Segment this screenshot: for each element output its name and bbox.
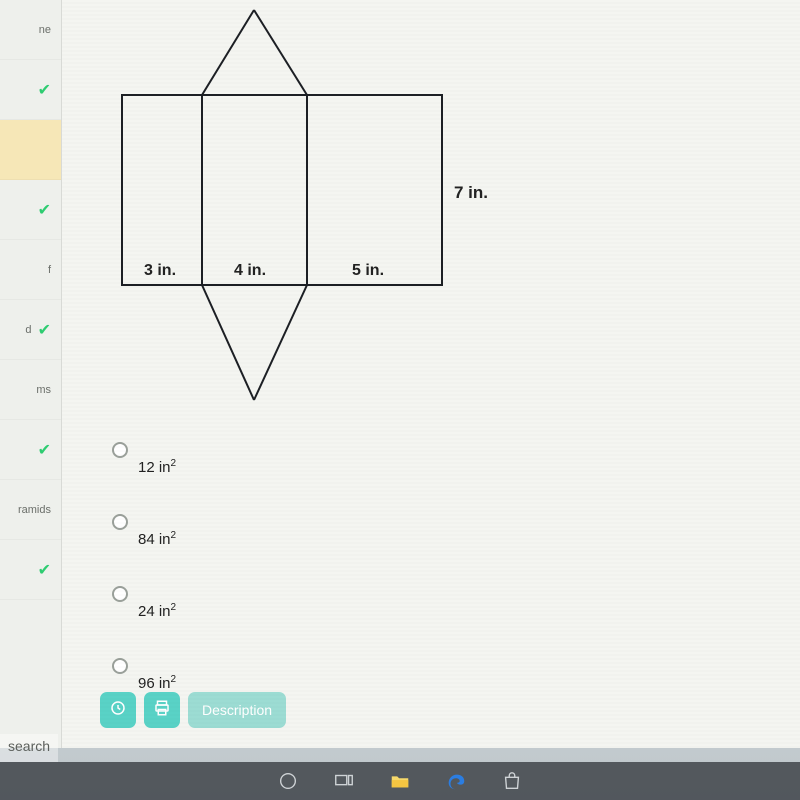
- radio-icon[interactable]: [112, 442, 128, 458]
- sidebar-item-label: ne: [39, 24, 51, 36]
- question-paper: 3 in. 4 in. 5 in. 7 in. 12 in2 84 in2: [62, 0, 800, 748]
- search-label: search: [8, 738, 50, 754]
- answer-text: 24 in2: [138, 602, 176, 620]
- print-button[interactable]: [144, 692, 180, 728]
- radio-icon[interactable]: [112, 514, 128, 530]
- radio-icon[interactable]: [112, 658, 128, 674]
- dim-label-h: 7 in.: [454, 183, 488, 202]
- check-icon: ✔: [38, 320, 51, 340]
- sidebar-item-label: ramids: [18, 504, 51, 516]
- answer-option[interactable]: 24 in2: [112, 586, 176, 620]
- sidebar-item[interactable]: ✔: [0, 420, 61, 480]
- printer-icon: [153, 699, 171, 722]
- answer-text: 12 in2: [138, 458, 176, 476]
- question-actions: Description: [100, 692, 286, 728]
- check-icon: ✔: [38, 440, 51, 460]
- taskbar-explorer[interactable]: [389, 770, 411, 792]
- dim-label-w2: 4 in.: [234, 262, 266, 279]
- check-icon: ✔: [38, 200, 51, 220]
- clock-icon: [109, 699, 127, 722]
- answer-option[interactable]: 12 in2: [112, 442, 176, 476]
- dim-label-w1: 3 in.: [144, 262, 176, 279]
- taskbar-store[interactable]: [501, 770, 523, 792]
- answer-text: 84 in2: [138, 530, 176, 548]
- sidebar-item[interactable]: d ✔: [0, 300, 61, 360]
- sidebar-item[interactable]: ramids: [0, 480, 61, 540]
- taskbar-edge[interactable]: [445, 770, 467, 792]
- sidebar-item[interactable]: ne: [0, 0, 61, 60]
- sidebar-item[interactable]: ✔: [0, 540, 61, 600]
- check-icon: ✔: [38, 80, 51, 100]
- description-button[interactable]: Description: [188, 692, 286, 728]
- search-fragment[interactable]: search: [0, 734, 58, 762]
- sidebar-item-label: ms: [36, 384, 51, 396]
- desktop: ne ✔ ✔ f d ✔ ms ✔ ramids ✔: [0, 0, 800, 800]
- taskbar-taskview[interactable]: [333, 770, 355, 792]
- sidebar-item[interactable]: ms: [0, 360, 61, 420]
- dim-label-w3: 5 in.: [352, 262, 384, 279]
- sidebar-item[interactable]: f: [0, 240, 61, 300]
- question-content: 3 in. 4 in. 5 in. 7 in. 12 in2 84 in2: [62, 0, 800, 748]
- windows-taskbar: [0, 762, 800, 800]
- sidebar-item[interactable]: ✔: [0, 60, 61, 120]
- sidebar-item-label: f: [48, 264, 51, 276]
- lesson-sidebar: ne ✔ ✔ f d ✔ ms ✔ ramids ✔: [0, 0, 62, 748]
- taskbar-cortana[interactable]: [277, 770, 299, 792]
- history-button[interactable]: [100, 692, 136, 728]
- sidebar-item[interactable]: ✔: [0, 180, 61, 240]
- answer-option[interactable]: 96 in2: [112, 658, 176, 692]
- description-label: Description: [202, 702, 272, 718]
- answer-options: 12 in2 84 in2 24 in2 96 in2: [112, 442, 176, 730]
- answer-option[interactable]: 84 in2: [112, 514, 176, 548]
- radio-icon[interactable]: [112, 586, 128, 602]
- answer-text: 96 in2: [138, 674, 176, 692]
- sidebar-item[interactable]: [0, 120, 61, 180]
- prism-net-diagram: 3 in. 4 in. 5 in. 7 in.: [92, 0, 522, 430]
- sidebar-item-label: d: [25, 324, 31, 336]
- check-icon: ✔: [38, 560, 51, 580]
